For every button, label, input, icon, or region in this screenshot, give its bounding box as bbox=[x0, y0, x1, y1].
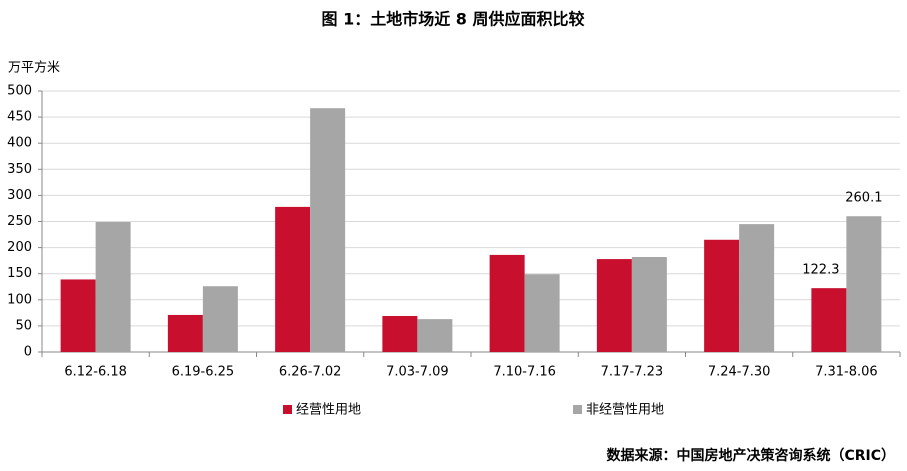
x-tick-label: 6.26-7.02 bbox=[279, 365, 342, 380]
bar bbox=[60, 279, 96, 352]
y-tick-label: 50 bbox=[15, 318, 32, 333]
source: 数据来源：中国房地产决策咨询系统（CRIC） bbox=[606, 447, 895, 464]
bar bbox=[310, 108, 346, 352]
y-tick-label: 250 bbox=[7, 214, 32, 229]
bar bbox=[811, 288, 847, 352]
bar bbox=[95, 222, 131, 352]
y-tick-label: 500 bbox=[7, 84, 32, 99]
y-tick-label: 100 bbox=[7, 292, 32, 307]
y-tick-label: 0 bbox=[24, 345, 32, 360]
bar bbox=[631, 256, 667, 352]
y-tick-label: 200 bbox=[7, 240, 32, 255]
y-tick-label: 400 bbox=[7, 136, 32, 151]
bar bbox=[739, 224, 775, 352]
bar bbox=[704, 239, 740, 352]
y-tick-label: 350 bbox=[7, 162, 32, 177]
y-tick-label: 150 bbox=[7, 266, 32, 281]
bar bbox=[417, 319, 453, 352]
x-tick-label: 7.24-7.30 bbox=[708, 365, 771, 380]
bar bbox=[489, 254, 525, 352]
bar bbox=[524, 274, 560, 352]
bar bbox=[596, 259, 632, 352]
x-tick-label: 6.12-6.18 bbox=[64, 365, 127, 380]
bar bbox=[382, 315, 418, 352]
x-tick-label: 7.17-7.23 bbox=[601, 365, 664, 380]
data-label: 260.1 bbox=[845, 191, 882, 206]
x-tick-label: 7.03-7.09 bbox=[386, 365, 449, 380]
chart-title: 图 1：土地市场近 8 周供应面积比较 bbox=[322, 10, 585, 29]
legend-swatch bbox=[573, 405, 582, 414]
bar bbox=[202, 286, 238, 352]
x-tick-label: 7.10-7.16 bbox=[493, 365, 556, 380]
legend-label: 经营性用地 bbox=[296, 403, 361, 418]
y-tick-label: 300 bbox=[7, 188, 32, 203]
x-tick-label: 6.19-6.25 bbox=[172, 365, 235, 380]
x-tick-label: 7.31-8.06 bbox=[815, 365, 878, 380]
legend-label: 非经营性用地 bbox=[586, 403, 664, 418]
bar bbox=[275, 206, 311, 352]
y-tick-label: 450 bbox=[7, 110, 32, 125]
bar bbox=[167, 314, 203, 352]
data-label: 122.3 bbox=[802, 263, 839, 278]
legend-swatch bbox=[283, 405, 292, 414]
y-axis-label: 万平方米 bbox=[8, 60, 60, 76]
bar bbox=[846, 216, 882, 352]
